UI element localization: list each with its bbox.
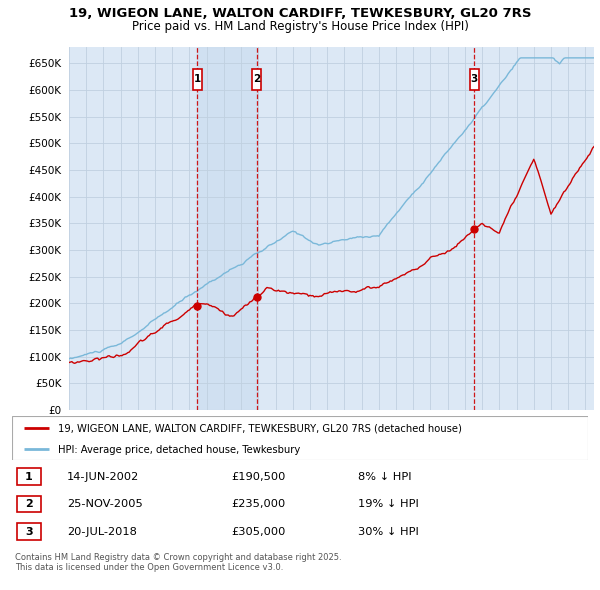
FancyBboxPatch shape — [17, 523, 41, 540]
Text: 2: 2 — [25, 499, 32, 509]
FancyBboxPatch shape — [252, 68, 262, 90]
Text: 25-NOV-2005: 25-NOV-2005 — [67, 499, 142, 509]
Text: 1: 1 — [25, 471, 32, 481]
FancyBboxPatch shape — [17, 496, 41, 512]
Text: 19% ↓ HPI: 19% ↓ HPI — [358, 499, 418, 509]
Text: £235,000: £235,000 — [231, 499, 285, 509]
FancyBboxPatch shape — [193, 68, 202, 90]
Text: 1: 1 — [194, 74, 201, 84]
Text: 30% ↓ HPI: 30% ↓ HPI — [358, 526, 418, 536]
Text: Price paid vs. HM Land Registry's House Price Index (HPI): Price paid vs. HM Land Registry's House … — [131, 20, 469, 33]
Text: £305,000: £305,000 — [231, 526, 285, 536]
Text: 19, WIGEON LANE, WALTON CARDIFF, TEWKESBURY, GL20 7RS: 19, WIGEON LANE, WALTON CARDIFF, TEWKESB… — [69, 7, 531, 20]
Text: This data is licensed under the Open Government Licence v3.0.: This data is licensed under the Open Gov… — [15, 563, 283, 572]
Text: Contains HM Land Registry data © Crown copyright and database right 2025.: Contains HM Land Registry data © Crown c… — [15, 553, 341, 562]
Text: £190,500: £190,500 — [231, 471, 285, 481]
FancyBboxPatch shape — [17, 468, 41, 485]
Text: 8% ↓ HPI: 8% ↓ HPI — [358, 471, 411, 481]
FancyBboxPatch shape — [12, 416, 588, 460]
Text: 20-JUL-2018: 20-JUL-2018 — [67, 526, 137, 536]
Text: 2: 2 — [253, 74, 260, 84]
Text: 3: 3 — [25, 526, 32, 536]
Text: 14-JUN-2002: 14-JUN-2002 — [67, 471, 139, 481]
Text: 19, WIGEON LANE, WALTON CARDIFF, TEWKESBURY, GL20 7RS (detached house): 19, WIGEON LANE, WALTON CARDIFF, TEWKESB… — [58, 424, 462, 433]
FancyBboxPatch shape — [470, 68, 479, 90]
Text: HPI: Average price, detached house, Tewkesbury: HPI: Average price, detached house, Tewk… — [58, 445, 301, 454]
Text: 3: 3 — [471, 74, 478, 84]
Bar — [197, 47, 257, 410]
